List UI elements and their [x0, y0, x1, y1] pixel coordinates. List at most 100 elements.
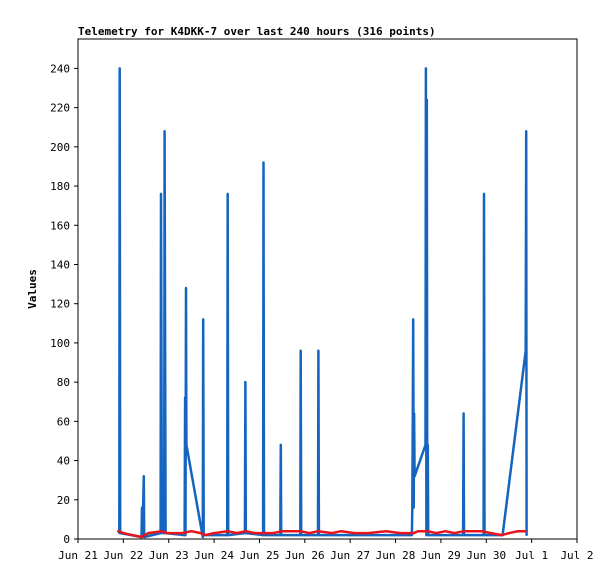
- series-2-point: [508, 532, 510, 535]
- y-tick-label: 120: [50, 298, 70, 311]
- series-1-point: [299, 349, 302, 352]
- series-2-point: [147, 532, 150, 535]
- series-1-point: [412, 318, 415, 321]
- series-1-point: [262, 161, 265, 164]
- series-1-point: [280, 534, 283, 537]
- series-2-point: [131, 534, 134, 537]
- y-tick-label: 20: [57, 494, 70, 507]
- series-1-point: [184, 534, 187, 537]
- series-2-point: [272, 532, 275, 535]
- series-line-1: [118, 67, 528, 539]
- series-1-point: [226, 192, 229, 195]
- series-2-point: [299, 530, 302, 533]
- x-tick-label: Jun 25: [240, 549, 280, 562]
- series-1-point: [244, 381, 247, 384]
- series-2-point: [190, 530, 193, 533]
- series-2-point: [181, 532, 184, 535]
- plot-area: [116, 67, 528, 539]
- series-1-point: [525, 130, 528, 133]
- series-2-point: [385, 530, 388, 533]
- y-tick-label: 180: [50, 180, 70, 193]
- series-2-point: [160, 530, 163, 533]
- series-2-point: [263, 532, 265, 535]
- series-2-point: [453, 532, 456, 535]
- series-2-point: [524, 530, 527, 533]
- series-2-point: [308, 532, 311, 535]
- series-2-point: [340, 530, 343, 533]
- x-tick-label: Jun 27: [330, 549, 370, 562]
- series-2-point: [116, 530, 119, 533]
- series-2-point: [226, 530, 229, 533]
- series-2-point: [426, 530, 429, 533]
- x-tick-label: Jun 26: [285, 549, 325, 562]
- series-2-point: [435, 532, 438, 535]
- x-tick-label: Jun 21: [58, 549, 98, 562]
- series-1-point: [411, 506, 414, 509]
- y-tick-label: 160: [50, 219, 70, 232]
- series-2-point: [399, 532, 402, 535]
- series-1-point: [142, 475, 145, 478]
- series-2-point: [213, 532, 216, 535]
- series-1-point: [317, 349, 320, 352]
- series-1-point: [118, 67, 121, 70]
- x-tick-label: Jul 2: [560, 549, 593, 562]
- x-tick-label: Jun 23: [149, 549, 189, 562]
- y-tick-label: 40: [57, 455, 70, 468]
- series-2-point: [353, 532, 356, 535]
- series-2-point: [165, 532, 168, 535]
- series-1-point: [424, 443, 427, 446]
- series-1-point: [424, 67, 427, 70]
- series-1-point: [425, 98, 428, 101]
- series-2-point: [235, 532, 238, 535]
- series-2-point: [122, 532, 125, 535]
- y-tick-label: 80: [57, 376, 70, 389]
- series-1-point: [412, 506, 415, 509]
- series-2-point: [367, 532, 370, 535]
- series-1-point: [185, 443, 188, 446]
- series-2-point: [501, 534, 504, 537]
- series-1-point: [163, 130, 166, 133]
- series-2-point: [412, 532, 415, 535]
- y-tick-label: 220: [50, 102, 70, 115]
- series-1-point: [160, 192, 162, 195]
- y-tick-label: 0: [63, 533, 70, 546]
- y-tick-label: 140: [50, 258, 70, 271]
- series-1-point: [141, 506, 143, 509]
- series-2-point: [517, 530, 519, 533]
- series-1-point: [300, 534, 303, 537]
- plot-frame: [77, 38, 578, 540]
- series-1-point: [317, 534, 320, 537]
- series-1-point: [483, 192, 485, 195]
- series-2-point: [489, 532, 492, 535]
- series-1-point: [162, 487, 165, 489]
- series-1-point: [524, 349, 527, 352]
- series-1-point: [410, 534, 413, 537]
- series-2-point: [204, 534, 206, 537]
- series-1-point: [202, 318, 205, 321]
- series-1-point: [244, 532, 247, 535]
- series-2-point: [140, 536, 143, 538]
- series-1-point: [413, 475, 416, 478]
- y-tick-label: 100: [50, 337, 70, 350]
- series-1-point: [263, 534, 265, 537]
- series-1-point: [525, 534, 528, 537]
- series-2-point: [462, 530, 465, 533]
- chart-title: Telemetry for K4DKK-7 over last 240 hour…: [78, 25, 436, 38]
- x-tick-label: Jun 28: [376, 549, 416, 562]
- y-tick-label: 200: [50, 141, 70, 154]
- series-2-point: [281, 530, 284, 533]
- x-tick-label: Jun 29: [421, 549, 461, 562]
- series-2-point: [199, 532, 202, 535]
- series-2-point: [244, 530, 247, 533]
- series-2-point: [480, 530, 483, 533]
- x-tick-label: Jun 30: [466, 549, 506, 562]
- series-1-point: [462, 412, 465, 415]
- y-tick-label: 240: [50, 62, 70, 75]
- series-1-point: [279, 443, 282, 446]
- series-2-point: [444, 530, 447, 533]
- series-1-point: [426, 443, 429, 446]
- x-tick-label: Jul 1: [515, 549, 548, 562]
- series-1-point: [463, 534, 465, 537]
